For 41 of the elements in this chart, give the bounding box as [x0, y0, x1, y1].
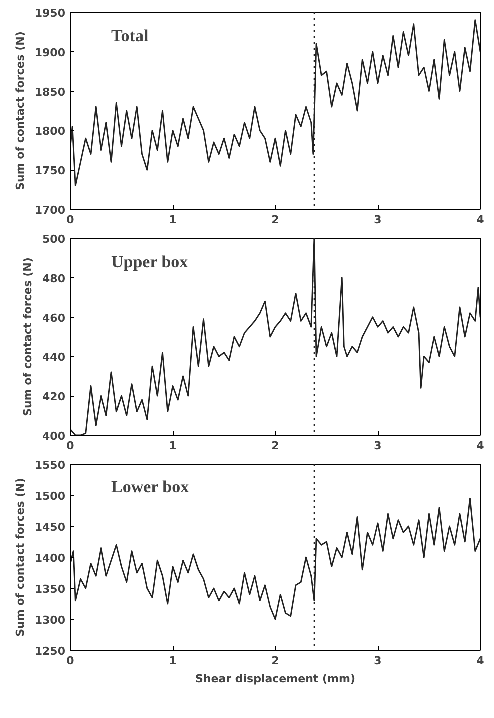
y-tick-label: 1450 — [34, 521, 66, 534]
y-tick-label: 1400 — [34, 552, 66, 565]
y-tick-label: 400 — [42, 430, 66, 443]
x-tick-label: 3 — [374, 214, 382, 226]
y-tick-label: 1250 — [34, 645, 66, 658]
y-tick-label: 1300 — [34, 614, 66, 627]
x-tick-label: 0 — [66, 440, 75, 452]
x-tick-label: 2 — [272, 214, 280, 226]
y-tick-label: 1500 — [34, 490, 66, 503]
x-tick-label: 3 — [374, 440, 382, 452]
y-tick-label: 500 — [42, 233, 66, 246]
annotation: Total — [112, 26, 149, 46]
y-tick-label: 460 — [42, 312, 66, 325]
annotation: Upper box — [112, 252, 189, 272]
x-tick-label: 1 — [169, 214, 177, 226]
y-tick-label: 1900 — [34, 46, 66, 60]
y-tick-label: 1750 — [34, 164, 66, 178]
x-tick-label: 2 — [272, 654, 280, 668]
y-tick-label: 1350 — [34, 583, 66, 596]
y-axis-title: Sum of contact forces (N) — [22, 258, 35, 416]
y-tick-label: 1800 — [34, 125, 66, 138]
y-tick-label: 1850 — [34, 86, 66, 99]
x-tick-label: 4 — [476, 214, 485, 226]
x-tick-label: 1 — [169, 440, 177, 452]
x-tick-label: 4 — [476, 654, 485, 668]
annotation: Lower box — [112, 477, 190, 496]
x-tick-label: 3 — [374, 654, 382, 668]
y-tick-label: 480 — [42, 272, 66, 286]
x-tick-label: 2 — [272, 440, 280, 452]
y-tick-label: 1700 — [34, 204, 66, 217]
y-axis-title: Sum of contact forces (N) — [14, 478, 27, 637]
x-tick-label: 0 — [66, 654, 75, 668]
x-axis-title: Shear displacement (mm) — [196, 672, 356, 686]
y-axis-title: Sum of contact forces (N) — [14, 32, 27, 190]
y-tick-label: 1550 — [34, 459, 66, 472]
y-tick-label: 420 — [42, 390, 66, 404]
x-tick-label: 1 — [169, 654, 177, 668]
y-tick-label: 440 — [42, 351, 66, 364]
x-tick-label: 0 — [66, 214, 75, 226]
x-tick-label: 4 — [476, 440, 485, 452]
y-tick-label: 1950 — [34, 7, 66, 20]
